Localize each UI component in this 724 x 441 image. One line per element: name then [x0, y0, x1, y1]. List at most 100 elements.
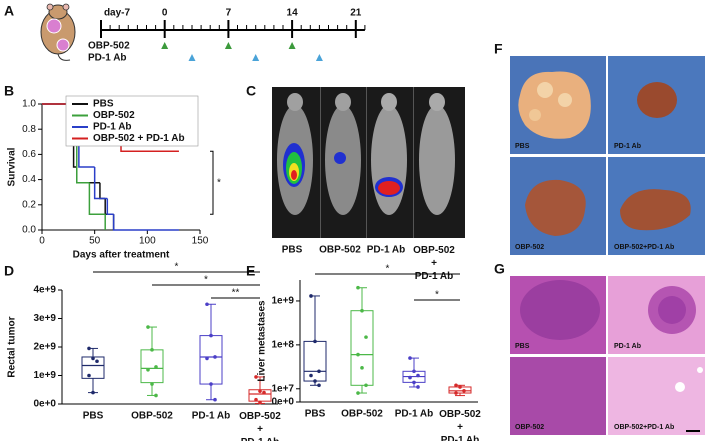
timeline-tick-label: 0: [162, 8, 168, 19]
x-tick-label: PBS: [305, 409, 326, 420]
legend-label: OBP-502: [93, 110, 135, 121]
significance-label: *: [217, 177, 221, 188]
significance-label: *: [386, 264, 390, 275]
box: [350, 310, 374, 386]
data-point: [209, 333, 213, 338]
treatment-marker: [188, 54, 196, 61]
survival-step: [106, 198, 114, 215]
data-point: [205, 302, 209, 307]
x-tick-label: OBP-502+PD-1 Ab: [239, 411, 281, 441]
significance-label: **: [232, 288, 240, 299]
treatment-marker: [288, 42, 296, 49]
photo-label: PBS: [515, 343, 530, 350]
significance-label: *: [435, 290, 439, 301]
survival-step: [88, 182, 106, 215]
y-tick-label: 0e+0: [271, 397, 294, 408]
y-tick-label: 0.6: [22, 149, 36, 160]
treatment-label: PD-1 Ab: [88, 53, 127, 64]
data-point: [412, 369, 416, 374]
y-tick-label: 1e+9: [271, 296, 294, 307]
data-point: [462, 388, 466, 393]
data-point: [262, 390, 266, 395]
data-point: [150, 348, 154, 352]
box: [199, 335, 223, 385]
survival-step: [93, 167, 108, 200]
x-tick-label: PD-1 Ab: [192, 411, 231, 422]
box: [303, 340, 327, 382]
timeline-tick-label: day-7: [104, 8, 131, 19]
panel-label: C: [246, 83, 256, 99]
data-point: [91, 390, 95, 395]
data-point: [91, 356, 95, 361]
photo-label: PD-1 Ab: [614, 343, 641, 350]
panel-label: G: [494, 261, 505, 277]
y-axis-label: Liver metastases: [257, 300, 268, 382]
panel-label: B: [4, 83, 14, 99]
timeline-tick-label: 21: [350, 8, 362, 19]
y-tick-label: 1e+9: [33, 370, 56, 381]
data-point: [360, 308, 364, 313]
y-tick-label: 1e+8: [271, 340, 294, 351]
survival-step: [99, 182, 106, 200]
data-point: [213, 355, 217, 359]
y-tick-label: 4e+9: [33, 285, 56, 296]
data-point: [458, 385, 462, 389]
survival-step: [76, 135, 90, 184]
panel-label: D: [4, 263, 14, 279]
data-point: [150, 382, 154, 386]
data-point: [309, 294, 313, 298]
photo-label: PBS: [515, 143, 530, 150]
data-point: [360, 366, 364, 370]
y-axis-label: Survival: [7, 147, 18, 186]
data-point: [213, 397, 217, 402]
data-point: [258, 400, 262, 405]
data-point: [154, 393, 158, 398]
legend-label: OBP-502 + PD-1 Ab: [93, 133, 185, 144]
treatment-label: OBP-502: [88, 41, 130, 52]
treatment-marker: [252, 54, 260, 61]
imaging-label: OBP-502 + PD-1 Ab: [413, 245, 455, 282]
data-point: [205, 356, 209, 361]
x-tick-label: 50: [89, 236, 101, 247]
imaging-label: PD-1 Ab: [367, 245, 406, 256]
survival-step: [112, 214, 179, 231]
data-point: [364, 383, 368, 388]
data-point: [254, 375, 258, 379]
data-point: [356, 285, 360, 290]
data-point: [258, 389, 262, 393]
y-tick-label: 2e+9: [33, 342, 56, 353]
data-point: [146, 325, 150, 329]
photo-label: OBP-502: [515, 424, 544, 431]
mouse-icon: [40, 3, 76, 61]
data-point: [356, 352, 360, 357]
x-tick-label: OBP-502+PD-1 Ab: [439, 409, 481, 441]
legend-label: PD-1 Ab: [93, 122, 132, 133]
data-point: [356, 391, 360, 395]
survival-step: [104, 198, 114, 215]
x-tick-label: PD-1 Ab: [395, 409, 434, 420]
data-point: [87, 373, 91, 378]
x-tick-label: OBP-502: [341, 409, 383, 420]
data-point: [154, 365, 158, 369]
treatment-marker: [161, 42, 169, 49]
data-point: [416, 373, 420, 378]
timeline-tick-label: 14: [287, 8, 299, 19]
y-tick-label: 0.4: [22, 174, 36, 185]
x-tick-label: PBS: [83, 411, 104, 422]
data-point: [209, 382, 213, 386]
data-point: [408, 356, 412, 360]
imaging-label: OBP-502: [319, 245, 361, 256]
imaging-label: PBS: [282, 245, 303, 256]
gross-photos: [510, 56, 705, 255]
photo-label: OBP-502+PD-1 Ab: [614, 424, 674, 431]
y-tick-label: 0.0: [22, 225, 36, 236]
panel-label: A: [4, 3, 14, 19]
x-tick-label: 100: [139, 236, 156, 247]
y-tick-label: 0e+0: [33, 399, 56, 410]
significance-label: *: [204, 275, 208, 286]
photo-label: OBP-502+PD-1 Ab: [614, 244, 674, 251]
data-point: [454, 391, 458, 395]
significance-bracket: [210, 150, 214, 215]
treatment-marker: [315, 54, 323, 61]
